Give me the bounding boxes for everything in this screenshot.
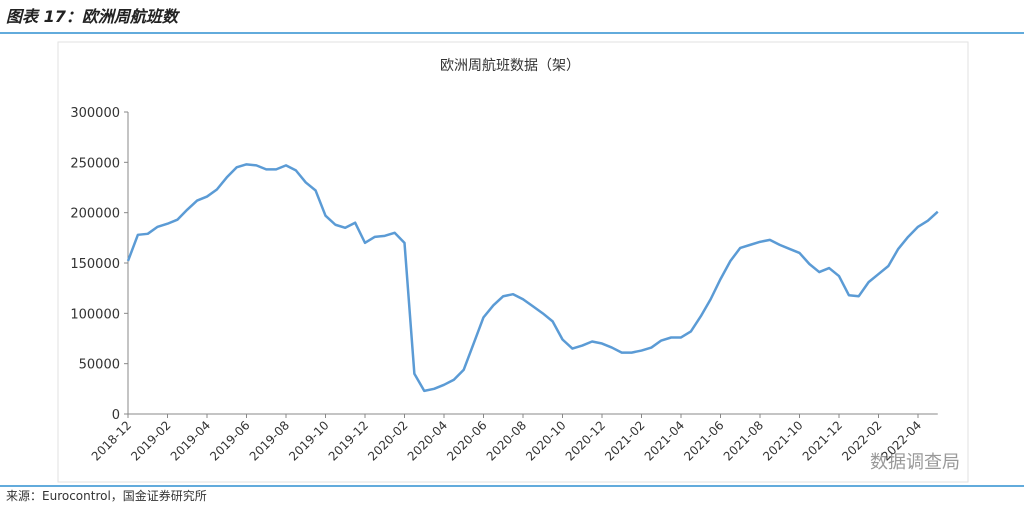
chart-title: 欧洲周航班数据（架） bbox=[440, 58, 580, 74]
watermark: 数据调查局 bbox=[870, 452, 960, 473]
y-tick-label: 300000 bbox=[70, 106, 120, 121]
figure-title: 图表 17：欧洲周航班数 bbox=[6, 7, 181, 26]
y-tick-label: 200000 bbox=[70, 207, 120, 222]
data-line bbox=[126, 163, 939, 393]
y-tick-label: 150000 bbox=[70, 257, 120, 272]
y-tick-label: 100000 bbox=[70, 307, 120, 322]
y-tick-label: 50000 bbox=[79, 358, 120, 373]
y-tick-label: 250000 bbox=[70, 156, 120, 171]
plot-frame bbox=[57, 41, 969, 483]
y-tick-label: 0 bbox=[112, 408, 120, 423]
source-note: 来源：Eurocontrol，国金证券研究所 bbox=[6, 488, 207, 503]
